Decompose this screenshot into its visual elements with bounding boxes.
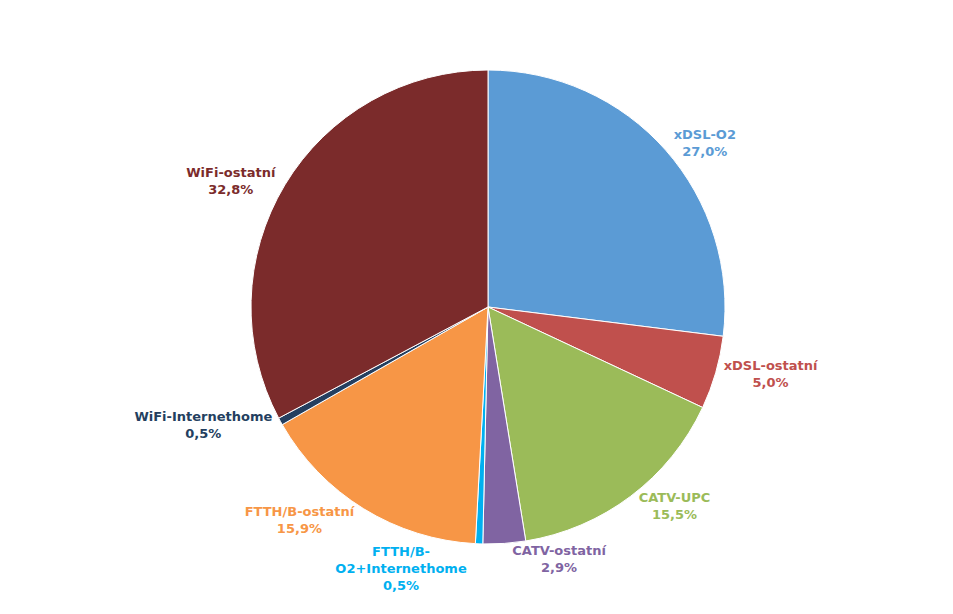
svg-text:WiFi-Internethome0,5%: WiFi-Internethome0,5% [134,409,272,441]
svg-text:CATV-UPC15,5%: CATV-UPC15,5% [639,490,711,522]
svg-text:FTTH/B-ostatní15,9%: FTTH/B-ostatní15,9% [245,504,356,536]
svg-text:xDSL-O227,0%: xDSL-O227,0% [674,127,736,159]
svg-text:WiFi-ostatní32,8%: WiFi-ostatní32,8% [186,165,277,197]
svg-text:xDSL-ostatní5,0%: xDSL-ostatní5,0% [724,358,819,390]
svg-text:CATV-ostatní2,9%: CATV-ostatní2,9% [512,543,607,575]
svg-text:FTTH/B-O2+Internethome0,5%: FTTH/B-O2+Internethome0,5% [335,544,467,593]
